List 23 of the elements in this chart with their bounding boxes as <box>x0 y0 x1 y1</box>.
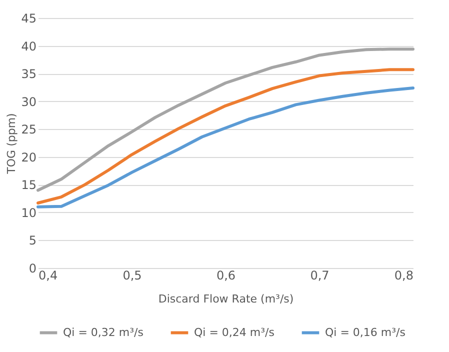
y-tick-label: 0 <box>28 262 36 276</box>
x-tick-label: 0,8 <box>394 268 414 282</box>
line-series <box>36 48 414 192</box>
x-tick-label: 0,5 <box>122 268 142 282</box>
x-tick-label: 0,4 <box>38 268 58 282</box>
y-axis-title: TOG (ppm) <box>5 113 18 175</box>
y-tick-label: 15 <box>21 178 36 192</box>
x-axis-title: Discard Flow Rate (m³/s) <box>158 292 294 306</box>
y-tick-label: 40 <box>21 39 36 54</box>
y-tick-label: 30 <box>21 94 36 109</box>
y-tick-label: 25 <box>21 122 36 137</box>
legend-label: Qi = 0,16 m³/s <box>325 326 406 339</box>
legend-label: Qi = 0,24 m³/s <box>194 326 275 339</box>
y-tick-label: 10 <box>21 206 36 220</box>
line-series <box>36 86 414 208</box>
legend-label: Qi = 0,32 m³/s <box>63 326 144 339</box>
y-tick-label: 20 <box>21 150 36 164</box>
x-tick-label: 0,6 <box>216 268 236 282</box>
x-tick-label: 0,7 <box>310 268 330 282</box>
y-tick-label: 45 <box>21 12 36 26</box>
line-series <box>36 68 414 204</box>
y-tick-label: 35 <box>21 67 36 82</box>
y-tick-label: 5 <box>28 234 36 248</box>
